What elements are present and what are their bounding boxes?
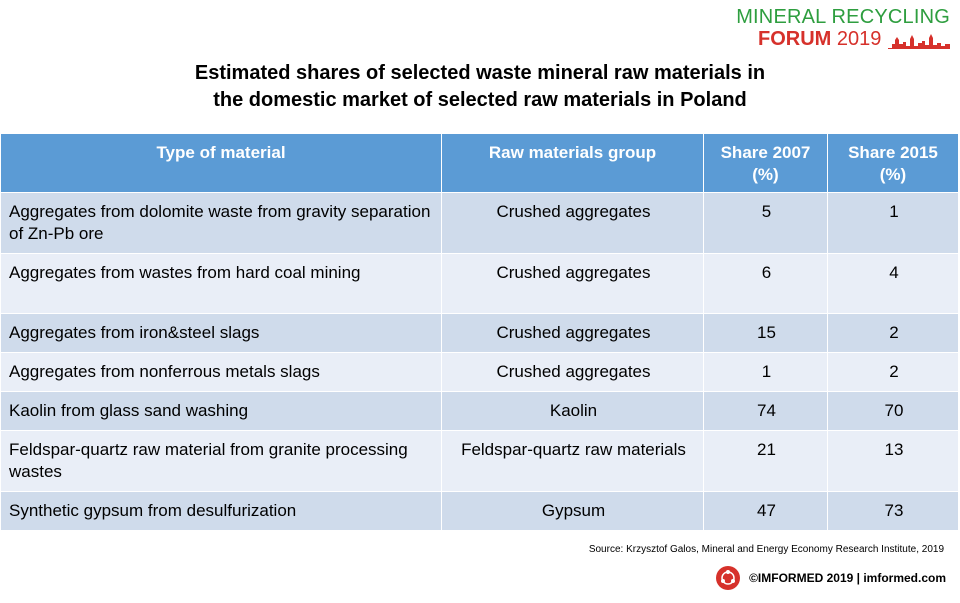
cell-share-2015: 2 <box>827 313 959 353</box>
cell-type: Aggregates from dolomite waste from grav… <box>0 192 442 254</box>
table-header-row: Type of material Raw materials group Sha… <box>0 133 959 193</box>
cell-group: Crushed aggregates <box>441 192 704 254</box>
cell-share-2015: 4 <box>827 253 959 314</box>
cell-share-2007: 74 <box>703 391 828 431</box>
table-row: Aggregates from iron&steel slags Crushed… <box>0 313 959 353</box>
source-note: Source: Krzysztof Galos, Mineral and Ene… <box>588 544 944 555</box>
table-row: Kaolin from glass sand washing Kaolin 74… <box>0 391 959 431</box>
footer-text: ©IMFORMED 2019 | imformed.com <box>749 571 946 585</box>
cell-share-2007: 15 <box>703 313 828 353</box>
header-share-2015: Share 2015 (%) <box>827 133 959 193</box>
table-row: Aggregates from wastes from hard coal mi… <box>0 253 959 314</box>
cell-share-2007: 47 <box>703 491 828 531</box>
cell-group: Gypsum <box>441 491 704 531</box>
cell-type: Aggregates from wastes from hard coal mi… <box>0 253 442 314</box>
cell-type: Kaolin from glass sand washing <box>0 391 442 431</box>
forum-logo: MINERAL RECYCLING FORUM 2019 <box>736 6 954 51</box>
title-line2: the domestic market of selected raw mate… <box>213 89 747 111</box>
cell-share-2015: 73 <box>827 491 959 531</box>
shares-table: Type of material Raw materials group Sha… <box>0 133 959 531</box>
cell-share-2007: 5 <box>703 192 828 254</box>
cell-type: Aggregates from nonferrous metals slags <box>0 352 442 392</box>
cell-group: Feldspar-quartz raw materials <box>441 430 704 492</box>
table-row: Aggregates from nonferrous metals slags … <box>0 352 959 392</box>
cell-share-2015: 1 <box>827 192 959 254</box>
cell-group: Kaolin <box>441 391 704 431</box>
header-type: Type of material <box>0 133 442 193</box>
table-row: Aggregates from dolomite waste from grav… <box>0 192 959 254</box>
imformed-logo-icon <box>716 566 741 590</box>
cell-share-2015: 13 <box>827 430 959 492</box>
skyline-icon <box>888 34 950 49</box>
page-title: Estimated shares of selected waste miner… <box>0 60 960 114</box>
cell-type: Feldspar-quartz raw material from granit… <box>0 430 442 492</box>
logo-forum: FORUM <box>758 28 832 50</box>
logo-line1: MINERAL RECYCLING <box>736 6 950 28</box>
cell-type: Synthetic gypsum from desulfurization <box>0 491 442 531</box>
cell-share-2007: 21 <box>703 430 828 492</box>
header-group: Raw materials group <box>441 133 704 193</box>
cell-type: Aggregates from iron&steel slags <box>0 313 442 353</box>
table-row: Feldspar-quartz raw material from granit… <box>0 430 959 492</box>
footer: ©IMFORMED 2019 | imformed.com <box>715 566 946 590</box>
cell-group: Crushed aggregates <box>441 253 704 314</box>
cell-share-2007: 1 <box>703 352 828 392</box>
cell-group: Crushed aggregates <box>441 313 704 353</box>
logo-year: 2019 <box>836 28 882 50</box>
title-line1: Estimated shares of selected waste miner… <box>194 62 766 84</box>
header-share-2007: Share 2007 (%) <box>703 133 828 193</box>
cell-share-2015: 70 <box>827 391 959 431</box>
cell-group: Crushed aggregates <box>441 352 704 392</box>
cell-share-2007: 6 <box>703 253 828 314</box>
cell-share-2015: 2 <box>827 352 959 392</box>
logo-line2: FORUM 2019 <box>758 28 881 51</box>
table-row: Synthetic gypsum from desulfurization Gy… <box>0 491 959 531</box>
